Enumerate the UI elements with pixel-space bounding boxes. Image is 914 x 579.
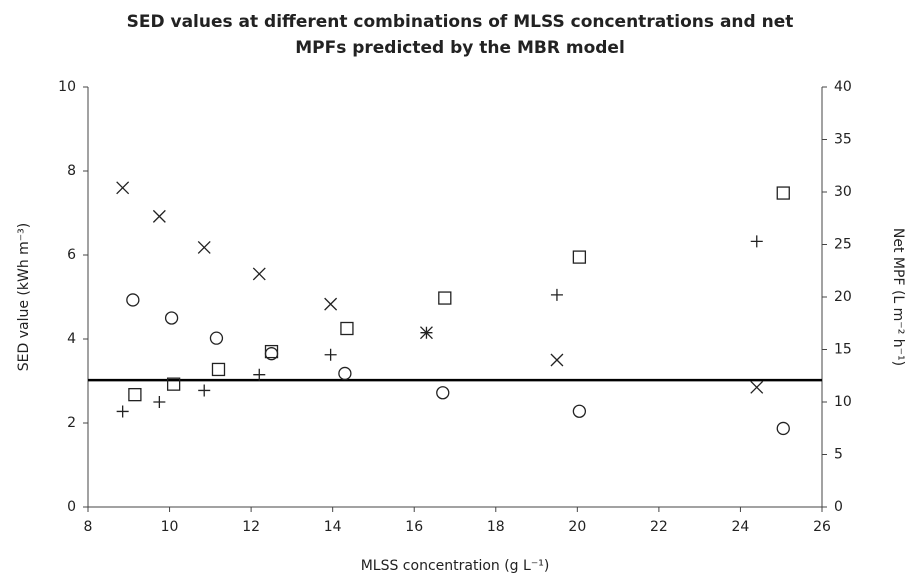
x-tick-label: 12: [242, 519, 260, 535]
x-tick-label: 16: [405, 519, 423, 535]
point: [572, 404, 587, 418]
y2-tick-label: 15: [834, 342, 852, 358]
point: [340, 321, 354, 336]
point: [750, 235, 763, 248]
point: [198, 384, 211, 397]
y-tick-label: 6: [67, 247, 76, 263]
y2-tick-label: 20: [834, 289, 852, 305]
point: [572, 250, 587, 264]
point: [776, 186, 790, 200]
y2-tick-label: 40: [834, 79, 852, 95]
point: [116, 181, 130, 195]
y-axis-title: SED value (kWh m⁻³): [16, 223, 32, 372]
point: [264, 344, 279, 359]
y-tick-label: 2: [67, 415, 76, 431]
point: [126, 293, 140, 307]
y2-tick-label: 25: [834, 237, 852, 253]
point: [197, 240, 211, 254]
point: [128, 387, 142, 402]
x-tick-label: 18: [487, 519, 505, 535]
point: [253, 368, 266, 381]
x-tick-label: 24: [732, 519, 750, 535]
y-tick-label: 10: [58, 79, 76, 95]
y2-tick-label: 0: [834, 499, 843, 515]
x-tick-label: 14: [324, 519, 342, 535]
x-tick-label: 8: [84, 519, 93, 535]
point: [153, 396, 166, 408]
y-tick-label: 4: [67, 331, 76, 347]
point: [550, 288, 563, 301]
y-tick-label: 8: [67, 163, 76, 179]
point: [550, 353, 564, 367]
chart-title: SED values at different combinations of …: [127, 12, 794, 32]
point: [438, 291, 452, 305]
point: [436, 386, 450, 400]
x-tick-label: 10: [161, 519, 179, 535]
y2-tick-label: 5: [834, 447, 843, 463]
y2-axis-title: Net MPF (L m⁻² h⁻¹): [890, 228, 906, 366]
point: [776, 421, 790, 436]
x-tick-label: 26: [813, 519, 831, 535]
point: [750, 380, 764, 394]
point: [152, 209, 166, 223]
point: [324, 297, 338, 311]
point: [252, 267, 266, 281]
point: [116, 405, 129, 418]
x-tick-label: 22: [650, 519, 668, 535]
point: [420, 326, 433, 339]
point: [164, 311, 179, 325]
y2-tick-label: 30: [834, 184, 852, 200]
x-axis-title: MLSS concentration (g L⁻¹): [361, 558, 550, 574]
y-tick-label: 0: [67, 499, 76, 515]
point: [324, 348, 337, 361]
x-tick-label: 20: [568, 519, 586, 535]
y2-tick-label: 10: [834, 394, 852, 410]
point: [338, 366, 352, 381]
point: [166, 377, 181, 391]
y2-tick-label: 35: [834, 132, 852, 148]
chart-title: MPFs predicted by the MBR model: [295, 38, 625, 58]
point: [209, 331, 224, 345]
point: [211, 362, 226, 377]
